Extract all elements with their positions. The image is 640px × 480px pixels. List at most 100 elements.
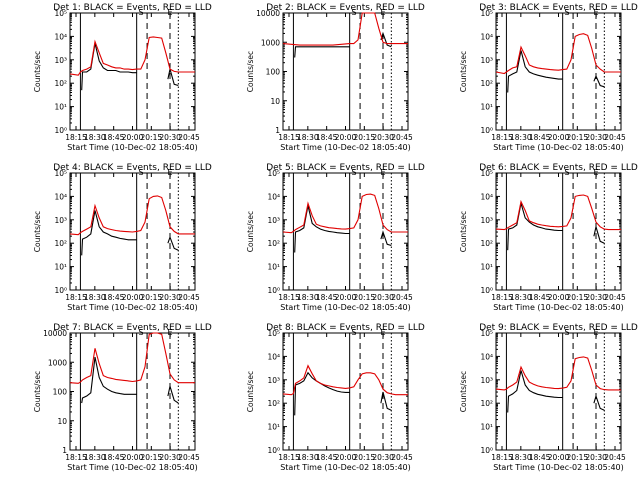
x-tick-label: 20:00 [122, 293, 144, 302]
x-tick-label: 20:15 [354, 453, 376, 462]
x-tick-label: 20:30 [372, 453, 394, 462]
series-line-lld [495, 356, 621, 391]
x-tick-label: 18:30 [297, 293, 319, 302]
x-tick-label: 20:00 [335, 293, 357, 302]
detector-panel-9: Det 9: BLACK = Events, RED = LLD 10⁰ 10¹ 10… [459, 323, 638, 472]
y-tick-label: 10⁵ [480, 169, 493, 178]
x-axis-label: Start Time (10-Dec-02 18:05:40) [493, 463, 624, 472]
y-tick-label: 10⁵ [480, 9, 493, 18]
x-tick-label: 20:15 [354, 293, 376, 302]
detector-panel-6: Det 6: BLACK = Events, RED = LLD 10⁰ 10¹ 10… [459, 163, 638, 312]
detector-panel-1: Det 1: BLACK = Events, RED = LLD 10⁰ 10¹ 10… [33, 3, 212, 152]
marker-end: E [593, 328, 598, 337]
marker-end: E [593, 8, 598, 17]
y-tick-label: 10² [480, 399, 493, 408]
x-tick-label: 20:15 [354, 133, 376, 142]
series-line-events [507, 203, 605, 251]
y-tick-label: 10000 [43, 329, 67, 338]
y-tick-label: 10² [54, 239, 67, 248]
y-tick-label: 10³ [480, 216, 493, 225]
y-tick-label: 10⁴ [480, 192, 493, 201]
x-axis-label: Start Time (10-Dec-02 18:05:40) [67, 143, 198, 152]
x-tick-label: 20:00 [122, 133, 144, 142]
y-axis-label: Counts/sec [246, 51, 255, 92]
series-line-events [81, 210, 179, 256]
y-tick-label: 10⁵ [54, 169, 67, 178]
plot-frame [282, 332, 409, 451]
x-axis-label: Start Time (10-Dec-02 18:05:40) [493, 143, 624, 152]
x-tick-label: 20:15 [141, 293, 163, 302]
y-tick-label: 10³ [267, 216, 280, 225]
marker-end: E [167, 168, 172, 177]
x-tick-label: 18:30 [510, 453, 532, 462]
series-line-lld [282, 193, 408, 234]
x-tick-label: 18:30 [510, 133, 532, 142]
panel-title: Det 5: BLACK = Events, RED = LLD [266, 163, 425, 173]
y-tick-label: 100 [53, 388, 68, 397]
y-tick-label: 10⁰ [54, 286, 67, 295]
x-tick-label: 18:45 [529, 453, 551, 462]
y-tick-label: 10¹ [480, 423, 493, 432]
y-tick-label: 10¹ [267, 423, 280, 432]
series-line-events [294, 371, 392, 416]
x-tick-label: 20:30 [159, 133, 181, 142]
x-tick-label: 20:45 [604, 453, 626, 462]
y-tick-label: 1000 [48, 358, 67, 367]
panel-title: Det 2: BLACK = Events, RED = LLD [266, 3, 425, 13]
x-tick-label: 20:45 [178, 293, 200, 302]
panel-title: Det 8: BLACK = Events, RED = LLD [266, 323, 425, 333]
y-tick-label: 1000 [261, 38, 280, 47]
marker-end: E [593, 168, 598, 177]
series-line-lld [495, 33, 621, 75]
marker-end: E [380, 328, 385, 337]
x-tick-label: 18:45 [103, 133, 125, 142]
x-tick-label: 18:15 [65, 453, 87, 462]
x-tick-label: 18:30 [297, 453, 319, 462]
x-tick-label: 20:30 [585, 453, 607, 462]
x-tick-label: 18:30 [297, 133, 319, 142]
x-tick-label: 18:30 [84, 453, 106, 462]
series-line-lld [282, 364, 408, 396]
y-tick-label: 10000 [256, 9, 280, 18]
y-axis-label: Counts/sec [33, 211, 42, 252]
y-tick-label: 10² [480, 79, 493, 88]
y-tick-label: 10⁴ [54, 32, 67, 41]
detector-panel-5: Det 5: BLACK = Events, RED = LLD 10⁰ 10¹ 10… [246, 163, 425, 312]
y-tick-label: 10 [57, 417, 67, 426]
x-tick-label: 20:45 [604, 293, 626, 302]
y-tick-label: 10 [270, 97, 280, 106]
y-tick-label: 10⁵ [54, 9, 67, 18]
detector-panel-2: Det 2: BLACK = Events, RED = LLD 1 10 100 10… [246, 3, 425, 152]
series-line-events [81, 356, 179, 404]
y-tick-label: 10¹ [54, 103, 67, 112]
marker-start: S [352, 8, 357, 17]
series-line-lld [69, 332, 195, 384]
x-tick-label: 20:30 [372, 133, 394, 142]
y-tick-label: 100 [266, 68, 281, 77]
x-tick-label: 20:30 [372, 293, 394, 302]
x-tick-label: 20:15 [567, 133, 589, 142]
plot-frame [495, 12, 622, 131]
y-tick-label: 10⁰ [480, 446, 493, 455]
series-line-events [294, 205, 392, 253]
y-tick-label: 10² [54, 79, 67, 88]
y-tick-label: 10³ [267, 376, 280, 385]
marker-start: S [139, 328, 144, 337]
marker-start: S [565, 168, 570, 177]
y-axis-label: Counts/sec [459, 51, 468, 92]
panel-title: Det 7: BLACK = Events, RED = LLD [53, 323, 212, 333]
y-axis-label: Counts/sec [246, 371, 255, 412]
marker-start: S [565, 8, 570, 17]
series-line-events [507, 50, 605, 93]
x-axis-label: Start Time (10-Dec-02 18:05:40) [67, 303, 198, 312]
y-tick-label: 10⁰ [480, 126, 493, 135]
y-tick-label: 10⁰ [54, 126, 67, 135]
x-tick-label: 18:15 [491, 133, 513, 142]
y-tick-label: 10¹ [480, 103, 493, 112]
x-axis-label: Start Time (10-Dec-02 18:05:40) [493, 303, 624, 312]
x-axis-label: Start Time (10-Dec-02 18:05:40) [67, 463, 198, 472]
x-tick-label: 20:45 [391, 133, 413, 142]
x-axis-label: Start Time (10-Dec-02 18:05:40) [280, 143, 411, 152]
y-tick-label: 10¹ [267, 263, 280, 272]
y-axis-label: Counts/sec [459, 371, 468, 412]
